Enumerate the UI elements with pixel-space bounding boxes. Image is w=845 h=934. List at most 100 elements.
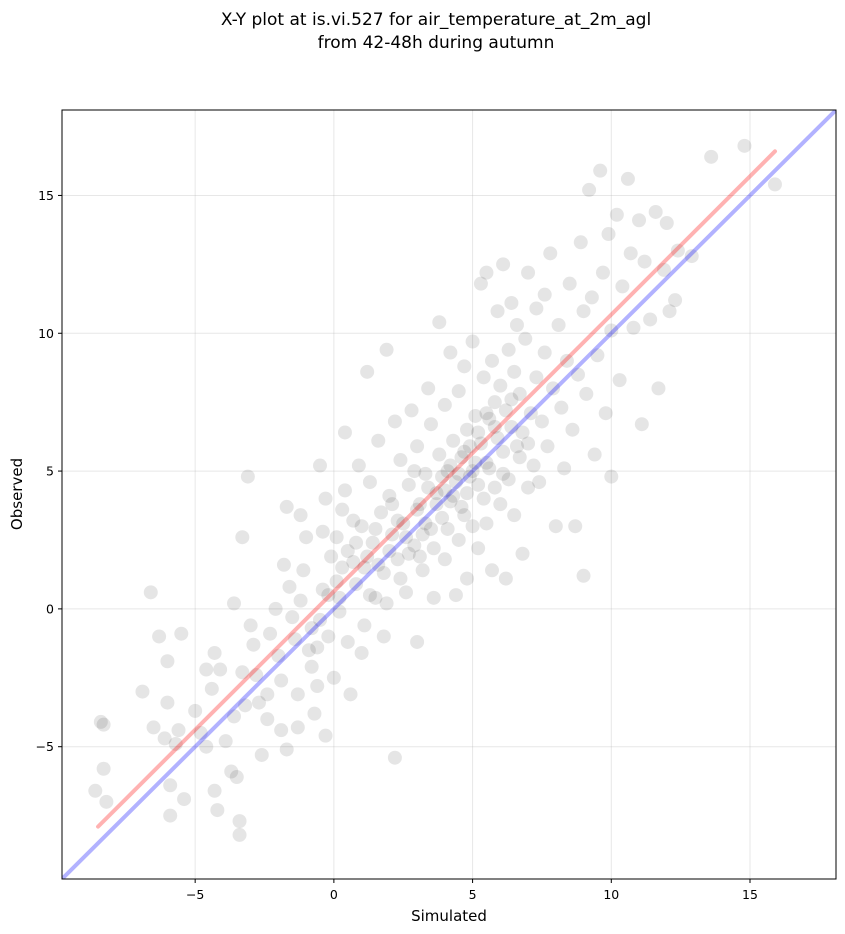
scatter-point	[512, 386, 527, 401]
scatter-point	[482, 411, 497, 426]
scatter-point	[376, 629, 391, 644]
scatter-point	[429, 486, 444, 501]
scatter-point	[601, 227, 616, 242]
scatter-point	[326, 670, 341, 685]
scatter-point	[496, 257, 511, 272]
scatter-point	[246, 637, 261, 652]
scatter-point	[401, 477, 416, 492]
scatter-point	[152, 629, 167, 644]
scatter-point	[349, 577, 364, 592]
scatter-point	[446, 433, 461, 448]
scatter-point	[448, 588, 463, 603]
scatter-point	[418, 466, 433, 481]
scatter-point	[454, 499, 469, 514]
scatter-point	[440, 464, 455, 479]
scatter-point	[399, 585, 413, 600]
scatter-point	[548, 519, 563, 534]
scatter-point	[460, 571, 475, 586]
scatter-point	[423, 521, 438, 536]
identity-line	[62, 110, 836, 879]
scatter-point	[329, 574, 344, 589]
scatter-point	[634, 417, 649, 432]
scatter-point	[379, 596, 394, 611]
scatter-point	[274, 723, 289, 738]
scatter-point	[426, 590, 441, 605]
scatter-point	[346, 555, 361, 570]
scatter-point	[368, 590, 383, 605]
scatter-point	[485, 563, 499, 578]
scatter-point	[146, 720, 161, 735]
scatter-point	[590, 348, 605, 363]
scatter-point	[337, 425, 352, 440]
x-tick-label: 5	[469, 887, 477, 902]
scatter-point	[313, 458, 327, 473]
scatter-point	[410, 439, 425, 454]
scatter-point	[465, 464, 480, 479]
scatter-point	[407, 538, 422, 553]
scatter-point	[568, 519, 583, 534]
scatter-point	[515, 425, 530, 440]
scatter-point	[493, 378, 508, 393]
scatter-point	[518, 331, 533, 346]
scatter-point	[496, 466, 511, 481]
scatter-point	[343, 687, 358, 702]
scatter-point	[448, 475, 463, 490]
scatter-point	[487, 419, 502, 434]
x-tick-label: 15	[742, 887, 758, 902]
scatter-point	[457, 444, 472, 459]
scatter-point	[515, 546, 530, 561]
scatter-point	[485, 353, 499, 368]
scatter-point	[321, 629, 336, 644]
scatter-point	[227, 596, 241, 611]
scatter-point	[318, 491, 333, 506]
scatter-point	[227, 709, 241, 724]
scatter-point	[432, 447, 447, 462]
scatter-point	[310, 679, 325, 694]
scatter-point	[93, 714, 108, 729]
scatter-point	[240, 469, 255, 484]
plot-frame	[61, 109, 837, 880]
scatter-point	[410, 634, 425, 649]
scatter-point	[168, 736, 183, 751]
scatter-point	[637, 254, 652, 269]
scatter-point	[659, 216, 674, 231]
scatter-point	[290, 720, 305, 735]
scatter-point	[529, 301, 544, 316]
scatter-point	[509, 439, 524, 454]
scatter-point	[401, 546, 416, 561]
scatter-point	[579, 386, 594, 401]
scatter-point	[271, 648, 286, 663]
scatter-point	[360, 364, 375, 379]
scatter-point	[543, 246, 558, 261]
scatter-point	[767, 177, 782, 192]
scatter-point	[415, 563, 430, 578]
scatter-point	[451, 384, 466, 399]
scatter-point	[546, 381, 561, 396]
scatter-point	[509, 317, 524, 332]
scatter-point	[188, 703, 203, 718]
scatter-point	[362, 588, 377, 603]
scatter-point	[632, 213, 647, 228]
scatter-point	[626, 320, 641, 335]
scatter-point	[143, 585, 158, 600]
scatter-point	[251, 695, 266, 710]
scatter-point	[324, 549, 339, 564]
scatter-point	[462, 469, 477, 484]
scatter-point	[615, 279, 630, 294]
scatter-point	[576, 568, 591, 583]
scatter-point	[471, 477, 486, 492]
y-tick-label: 0	[46, 601, 54, 616]
scatter-point	[593, 163, 608, 178]
scatter-point	[479, 265, 494, 280]
scatter-point	[207, 783, 222, 798]
scatter-point	[360, 549, 375, 564]
scatter-point	[404, 403, 419, 418]
scatter-point	[171, 723, 186, 738]
scatter-point	[96, 717, 111, 732]
scatter-point	[232, 814, 247, 829]
scatter-point	[235, 530, 250, 545]
scatter-point	[504, 392, 519, 407]
scatter-point	[573, 235, 588, 250]
scatter-point	[382, 488, 397, 503]
scatter-point	[315, 524, 330, 539]
